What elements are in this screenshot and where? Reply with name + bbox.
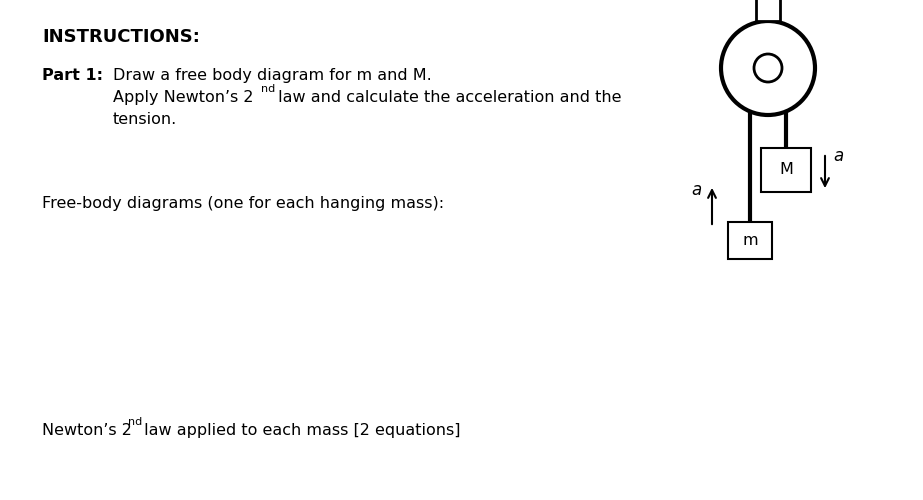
Bar [728, 222, 772, 259]
Circle shape [721, 21, 815, 115]
Text: Newton’s 2: Newton’s 2 [42, 423, 132, 438]
Text: M: M [779, 162, 793, 178]
Text: Part 1:: Part 1: [42, 68, 103, 83]
Text: a: a [833, 147, 844, 165]
Bar [756, 0, 780, 21]
Text: nd: nd [261, 84, 275, 94]
Text: INSTRUCTIONS:: INSTRUCTIONS: [42, 28, 200, 46]
Text: m: m [742, 233, 758, 248]
Text: Apply Newton’s 2: Apply Newton’s 2 [113, 90, 254, 105]
Circle shape [754, 54, 782, 82]
Bar [761, 148, 811, 192]
Text: law and calculate the acceleration and the: law and calculate the acceleration and t… [273, 90, 621, 105]
Text: nd: nd [128, 417, 142, 427]
Text: a: a [691, 181, 702, 199]
Text: law applied to each mass [2 equations]: law applied to each mass [2 equations] [139, 423, 461, 438]
Text: tension.: tension. [113, 112, 177, 127]
Text: Draw a free body diagram for m and M.: Draw a free body diagram for m and M. [113, 68, 432, 83]
Text: Free-body diagrams (one for each hanging mass):: Free-body diagrams (one for each hanging… [42, 196, 444, 211]
